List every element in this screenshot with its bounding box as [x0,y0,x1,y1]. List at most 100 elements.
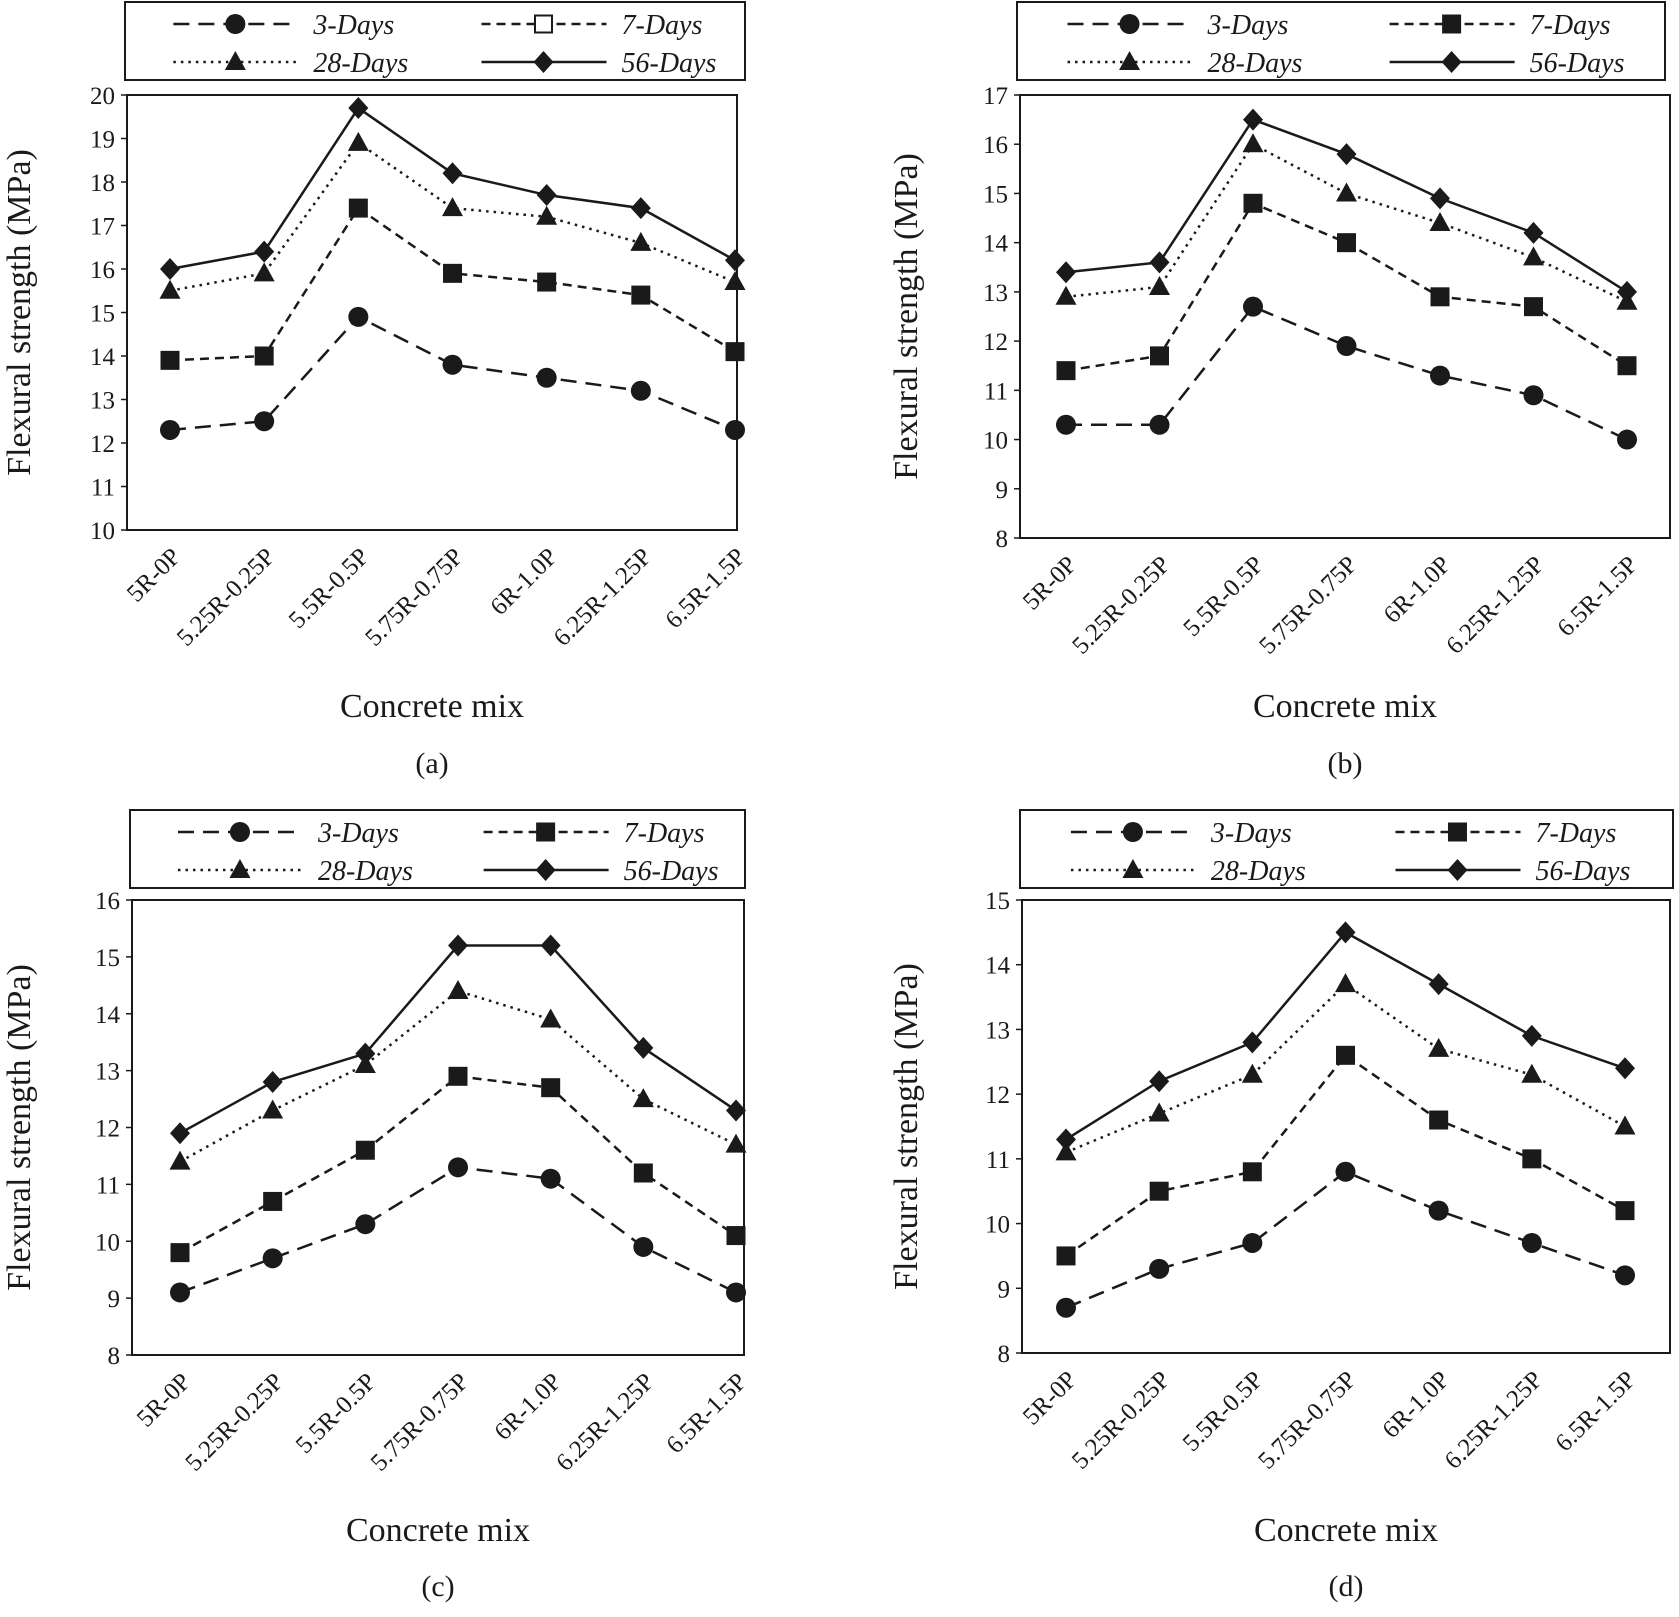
x-axis-title: Concrete mix [346,1512,530,1549]
x-tick-label: 6.5R-1.5P [661,1368,752,1459]
y-tick-label: 12 [985,1082,1010,1109]
x-tick-label: 5R-0P [1018,1366,1082,1430]
y-tick-label: 15 [90,301,115,328]
data-point-7-Days [443,263,462,283]
chart-panel-1: 3-Days 7-Days 28-Days 56-Days 8 9 10 11 12 13 14 15… [888,1,1671,780]
data-point-7-Days [170,1243,190,1263]
data-point-7-Days [1056,1246,1076,1266]
y-tick-label: 17 [90,214,115,241]
x-tick-label: 6.25R-1.25P [549,543,657,651]
data-point-3-Days [633,1236,654,1257]
x-tick-label: 6R-1.0P [489,1368,567,1446]
legend-marker-3-Days [1122,822,1143,842]
data-point-28-Days [632,1088,654,1108]
x-tick-label: 5R-0P [1018,551,1082,615]
legend-label: 3-Days [1210,818,1292,849]
y-axis-title: Flexural strength (MPa) [888,963,925,1290]
data-point-28-Days [1521,1063,1543,1083]
panel-caption: (c) [421,1570,454,1603]
y-tick-label: 11 [96,1172,120,1199]
data-point-3-Days [160,419,180,440]
data-point-3-Days [1242,1232,1263,1253]
data-point-28-Days [262,1099,284,1119]
legend-label: 3-Days [317,818,399,849]
y-tick-label: 16 [983,132,1008,159]
data-point-3-Days [1521,1232,1542,1253]
data-point-7-Days [1522,1149,1542,1169]
data-point-3-Days [254,411,275,432]
data-point-56-Days [262,1071,283,1093]
data-point-3-Days [630,380,651,401]
y-tick-label: 11 [986,1147,1010,1174]
chart-panel-3: 3-Days 7-Days 28-Days 56-Days 8 9 10 11 12 13 14 15… [888,809,1674,1603]
data-point-56-Days [1428,973,1449,996]
data-point-56-Days [1243,108,1263,131]
data-point-56-Days [1521,1024,1542,1047]
x-tick-label: 5.75R-0.75P [1254,551,1362,659]
x-tick-label: 6R-1.0P [1377,1366,1455,1444]
data-point-3-Days [1523,385,1544,406]
legend-marker-28-Days [229,859,251,878]
x-tick-label: 5.75R-0.75P [1253,1366,1361,1474]
data-point-56-Days [442,162,463,185]
x-tick-label: 5.25R-0.25P [1067,551,1175,659]
data-point-3-Days [1428,1200,1449,1221]
data-point-56-Days [348,97,369,120]
data-point-28-Days [169,1150,191,1170]
y-tick-label: 11 [91,475,115,502]
data-point-28-Days [1335,973,1356,993]
data-point-28-Days [1241,1063,1263,1083]
legend-label: 56-Days [1530,48,1625,79]
x-tick-label: 6R-1.0P [1379,551,1457,629]
data-point-28-Days [1428,1037,1450,1057]
panel-caption: (b) [1328,747,1363,780]
data-point-56-Days [448,934,468,957]
data-point-28-Days [1055,1141,1077,1161]
data-point-56-Days [726,1099,746,1122]
data-point-7-Days [1429,1110,1449,1130]
chart-panel-2: 3-Days 7-Days 28-Days 56-Days 8 9 10 11 12 13 14 15… [1,809,752,1603]
data-point-7-Days [1150,346,1169,366]
data-point-7-Days [633,1163,653,1183]
data-point-3-Days [725,419,745,440]
data-point-28-Days [540,1008,562,1028]
data-point-56-Days [630,197,651,220]
y-tick-label: 15 [985,888,1010,915]
data-point-7-Days [348,198,368,218]
data-point-7-Days [1337,233,1356,253]
y-tick-label: 12 [95,1116,120,1143]
y-tick-label: 11 [984,378,1008,405]
series-line-3-Days [179,1166,737,1294]
data-point-56-Days [160,258,180,280]
data-point-56-Days [1056,1128,1076,1151]
y-axis-title: Flexural strength (MPa) [888,153,925,480]
legend-label: 7-Days [622,10,703,41]
data-point-7-Days [1242,1162,1262,1182]
data-point-3-Days [1335,1161,1356,1182]
panel-caption: (d) [1329,1570,1364,1603]
data-point-56-Days [1523,221,1544,244]
data-point-56-Days [536,184,557,207]
legend-label: 3-Days [312,10,394,41]
y-tick-label: 13 [985,1017,1010,1044]
x-tick-label: 6.25R-1.25P [1440,1366,1548,1474]
legend-label: 56-Days [624,856,719,887]
legend-label: 56-Days [622,48,717,79]
data-point-56-Days [1615,1057,1635,1080]
x-tick-label: 5.75R-0.75P [366,1368,474,1476]
y-tick-label: 9 [998,1276,1011,1303]
y-tick-label: 8 [996,526,1009,553]
legend-label: 28-Days [1211,856,1306,887]
data-point-3-Days [170,1282,190,1303]
data-point-3-Days [1149,414,1170,435]
legend-marker-56-Days [1441,51,1462,73]
data-point-7-Days [254,346,274,366]
data-point-56-Days [1617,280,1637,303]
x-tick-label: 5.25R-0.25P [180,1368,288,1476]
x-tick-label: 5.25R-0.25P [1067,1366,1175,1474]
y-tick-label: 8 [998,1341,1011,1368]
data-point-3-Days [448,1157,468,1178]
x-tick-label: 5R-0P [132,1368,196,1432]
data-point-56-Days [1056,261,1076,284]
